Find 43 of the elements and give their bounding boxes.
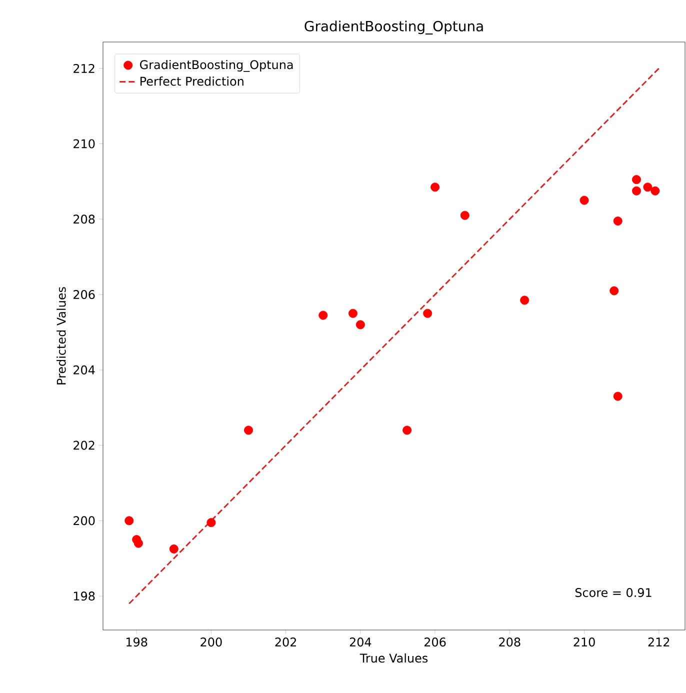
legend-label: Perfect Prediction <box>140 76 244 86</box>
point <box>643 182 652 192</box>
point <box>244 426 254 435</box>
point <box>610 286 619 296</box>
y-tick-label: 200 <box>74 516 95 526</box>
y-tick-label: 204 <box>74 365 95 374</box>
point <box>430 182 440 192</box>
x-axis-title: True Values <box>360 653 428 663</box>
y-tick-label: 206 <box>74 290 95 300</box>
y-axis-title: Predicted Values <box>56 287 66 384</box>
x-tick-label: 206 <box>424 638 446 647</box>
point <box>124 516 134 526</box>
x-tick-label: 210 <box>574 638 595 647</box>
x-tick-label: 212 <box>648 638 670 646</box>
x-tick-label: 202 <box>275 638 296 647</box>
x-tick-label: 208 <box>499 638 520 647</box>
point <box>134 538 143 548</box>
point <box>632 175 642 184</box>
point <box>613 216 622 226</box>
point <box>650 186 660 196</box>
point <box>348 308 358 318</box>
point <box>460 210 470 220</box>
point <box>169 544 178 554</box>
y-tick-label: 212 <box>74 64 94 73</box>
point <box>318 310 328 320</box>
x-tick-label: 204 <box>350 638 372 647</box>
point <box>613 392 622 401</box>
chart-title: GradientBoosting_Optuna <box>304 20 483 35</box>
point <box>402 426 412 435</box>
y-tick-label: 202 <box>74 440 94 450</box>
point <box>356 320 365 330</box>
point <box>206 518 216 528</box>
legend-label: GradientBoosting_Optuna <box>140 60 293 72</box>
y-tick-label: 210 <box>74 139 95 148</box>
point <box>632 186 642 196</box>
point <box>520 296 530 305</box>
y-tick-label: 198 <box>74 592 95 601</box>
y-tick-label: 208 <box>74 214 95 224</box>
annotation: Score = 0.91 <box>575 588 652 598</box>
x-tick-label: 198 <box>126 638 148 647</box>
point <box>580 196 589 205</box>
point <box>423 308 432 318</box>
x-tick-label: 200 <box>200 638 222 647</box>
